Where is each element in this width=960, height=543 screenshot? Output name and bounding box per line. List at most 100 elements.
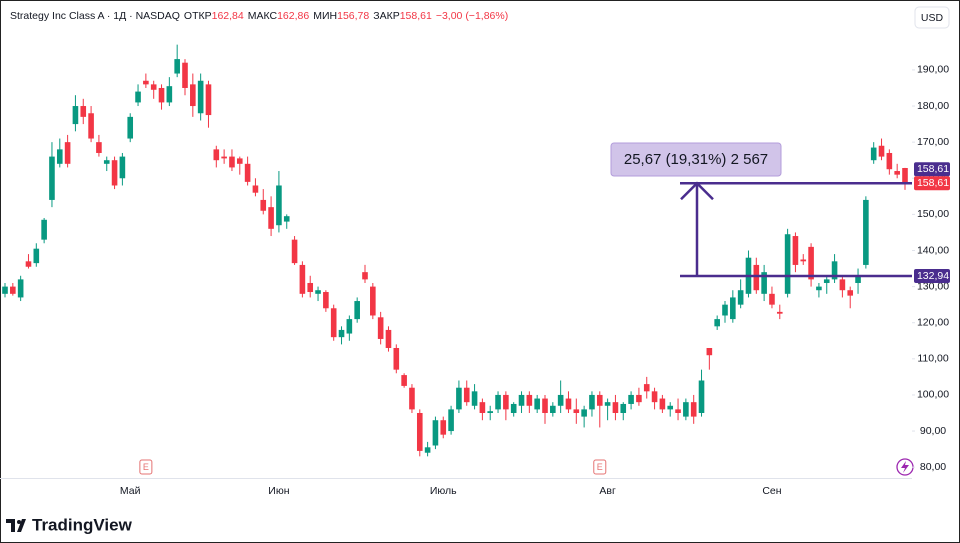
- candle-body: [479, 402, 486, 413]
- candle-body: [370, 286, 376, 316]
- candle-body: [722, 304, 728, 316]
- y-tick-label: 80,00: [920, 461, 946, 473]
- candle-body: [401, 375, 407, 386]
- price-label-box: [914, 162, 950, 177]
- candle-body: [244, 163, 251, 182]
- candle-body: [393, 347, 400, 370]
- candle-body: [604, 402, 611, 406]
- candle-body: [870, 147, 877, 161]
- candle-body: [510, 403, 517, 413]
- price-label-box: [914, 268, 950, 283]
- ohlc-label: ЗАКР: [373, 10, 399, 22]
- candle-body: [542, 398, 548, 413]
- candle-body: [636, 394, 642, 403]
- measure-label: 25,67 (19,31%) 2 567: [624, 151, 768, 168]
- candle-body: [362, 272, 368, 280]
- candle-body: [550, 405, 556, 413]
- change: −3,00 (−1,86%): [436, 10, 508, 22]
- candle-body: [72, 106, 79, 125]
- candle-body: [784, 234, 791, 294]
- candle-body: [620, 403, 627, 413]
- candle-body: [197, 80, 204, 114]
- candle-body: [64, 142, 71, 164]
- candle-body: [831, 261, 838, 280]
- candle-body: [737, 290, 744, 305]
- candle-body: [229, 156, 235, 168]
- candle-body: [886, 152, 893, 170]
- x-tick-label: Май: [120, 485, 141, 497]
- candle-body: [503, 394, 509, 410]
- y-tick-label: 190,00: [917, 64, 949, 76]
- candle-body: [471, 391, 478, 406]
- candle-body: [628, 394, 634, 404]
- candle-body: [409, 387, 415, 410]
- candle-body: [847, 290, 854, 296]
- y-tick-label: 120,00: [917, 316, 949, 328]
- candle-body: [346, 319, 353, 334]
- candle-body: [323, 292, 329, 309]
- candle-body: [573, 409, 580, 413]
- candle-body: [315, 290, 321, 294]
- candle-body: [299, 264, 306, 294]
- candle-body: [103, 160, 110, 164]
- candle-body: [260, 199, 267, 211]
- ohlc-value: 158,61: [400, 10, 432, 22]
- y-tick-label: 180,00: [917, 100, 949, 112]
- ohlc-value: 162,84: [212, 10, 244, 22]
- ohlc-label: МИН: [313, 10, 337, 22]
- candle-body: [338, 329, 345, 338]
- price-label: 158,61: [917, 163, 949, 175]
- logo: [6, 519, 26, 532]
- currency[interactable]: USD: [921, 12, 944, 24]
- ohlc-value: 162,86: [277, 10, 309, 22]
- candle-body: [518, 394, 525, 406]
- candle-body: [878, 145, 885, 157]
- earnings-marker: [593, 459, 607, 475]
- candle-body: [448, 409, 454, 432]
- y-tick-label: 150,00: [917, 208, 949, 220]
- candle-body: [463, 387, 470, 403]
- candle-body: [456, 387, 462, 410]
- candle-body: [268, 207, 274, 229]
- candle-body: [25, 261, 32, 267]
- currency-button[interactable]: [914, 6, 950, 29]
- symbol: Strategy Inc Class A · 1Д · NASDAQ: [10, 10, 180, 22]
- earnings-marker: [139, 459, 153, 475]
- candle-body: [291, 239, 298, 264]
- candle-body: [534, 398, 540, 410]
- candle-body: [808, 246, 814, 280]
- candle-body: [675, 409, 681, 413]
- candle-body: [416, 412, 423, 451]
- candle-body: [816, 286, 822, 291]
- candle-body: [307, 282, 314, 293]
- candle-body: [33, 248, 40, 264]
- candle-body: [276, 185, 282, 226]
- last-price-box: [914, 176, 950, 191]
- y-tick-label: 110,00: [917, 353, 948, 365]
- candle-body: [213, 149, 220, 161]
- candle-body: [855, 275, 861, 283]
- candle-body: [236, 158, 243, 164]
- earnings-label: E: [143, 462, 149, 472]
- candle-body: [557, 394, 564, 406]
- candle-body: [863, 199, 869, 265]
- candle-body: [581, 409, 587, 417]
- candle-body: [526, 394, 533, 406]
- earnings-label: E: [597, 462, 603, 472]
- candle-body: [839, 279, 846, 291]
- candle-body: [330, 308, 337, 338]
- candle-body: [589, 394, 595, 410]
- x-tick-label: Сен: [762, 485, 781, 497]
- header: Strategy Inc Class A · 1Д · NASDAQ ОТКР16…: [10, 10, 508, 22]
- ohlc-label: МАКС: [248, 10, 278, 22]
- y-tick-label: 100,00: [917, 389, 949, 401]
- candle-body: [127, 116, 134, 139]
- candle-body: [174, 59, 180, 74]
- candle-body: [596, 394, 603, 406]
- candle-body: [792, 236, 799, 265]
- candle-body: [119, 156, 126, 179]
- y-tick-label: 140,00: [917, 244, 949, 256]
- candle-body: [440, 420, 447, 435]
- candle-body: [659, 398, 666, 410]
- candle-body: [41, 219, 47, 240]
